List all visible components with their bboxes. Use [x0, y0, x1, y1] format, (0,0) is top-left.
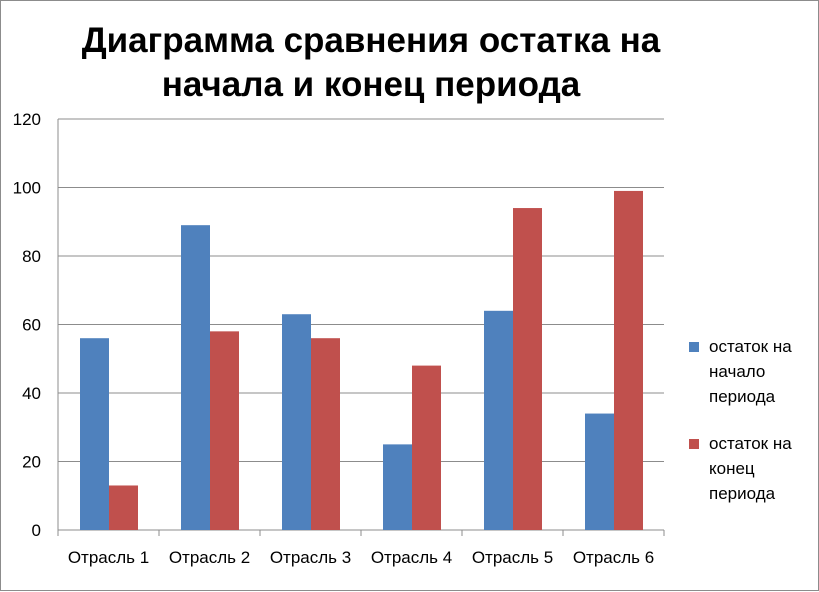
y-tick-label-1: 20	[22, 453, 41, 472]
bar-series-2-6	[614, 190, 643, 531]
bar-series-2-3	[311, 338, 340, 530]
legend-swatch-series-1	[689, 342, 699, 352]
y-tick-label-5: 100	[13, 179, 41, 198]
y-tick-label-4: 80	[22, 247, 41, 266]
bar-series-2-5	[513, 208, 542, 531]
y-tick-label-6: 120	[13, 110, 41, 129]
bar-series-1-3	[282, 314, 311, 530]
legend-label-series-1-line-1: остаток на	[709, 337, 792, 356]
legend-label-series-1-line-3: периода	[709, 387, 776, 406]
x-tick-label-3: Отрасль 3	[270, 548, 351, 567]
bar-series-1-6	[585, 413, 614, 530]
y-tick-label-2: 40	[22, 384, 41, 403]
x-tick-label-6: Отрасль 6	[573, 548, 654, 567]
legend-item-series-2: остаток на конец периода	[689, 431, 814, 506]
y-tick-label-3: 60	[22, 316, 41, 335]
bar-series-1-4	[383, 444, 412, 530]
legend-label-series-2-line-2: конец	[709, 459, 755, 478]
bar-series-1-1	[80, 338, 109, 530]
x-tick-label-1: Отрасль 1	[68, 548, 149, 567]
x-tick-label-5: Отрасль 5	[472, 548, 553, 567]
x-tick-label-2: Отрасль 2	[169, 548, 250, 567]
legend-item-series-1: остаток на начало периода	[689, 334, 814, 409]
bar-series-1-5	[484, 310, 513, 530]
y-tick-label-0: 0	[32, 521, 41, 540]
bar-series-2-1	[109, 485, 138, 530]
legend-label-series-2-line-3: периода	[709, 484, 776, 503]
bar-series-2-4	[412, 365, 441, 530]
chart-title-line-2: начала и конец периода	[161, 65, 581, 104]
bar-series-1-2	[181, 225, 210, 531]
chart-title-line-1: Диаграмма сравнения остатка на	[81, 21, 661, 60]
bar-series-2-2	[210, 331, 239, 530]
legend-swatch-series-2	[689, 439, 699, 449]
chart-title: Диаграмма сравнения остатка на начала и …	[1, 19, 741, 107]
legend-label-series-2-line-1: остаток на	[709, 434, 792, 453]
x-tick-label-4: Отрасль 4	[371, 548, 452, 567]
legend: остаток на начало периода остаток на кон…	[689, 334, 814, 528]
legend-label-series-1-line-2: начало	[709, 362, 766, 381]
